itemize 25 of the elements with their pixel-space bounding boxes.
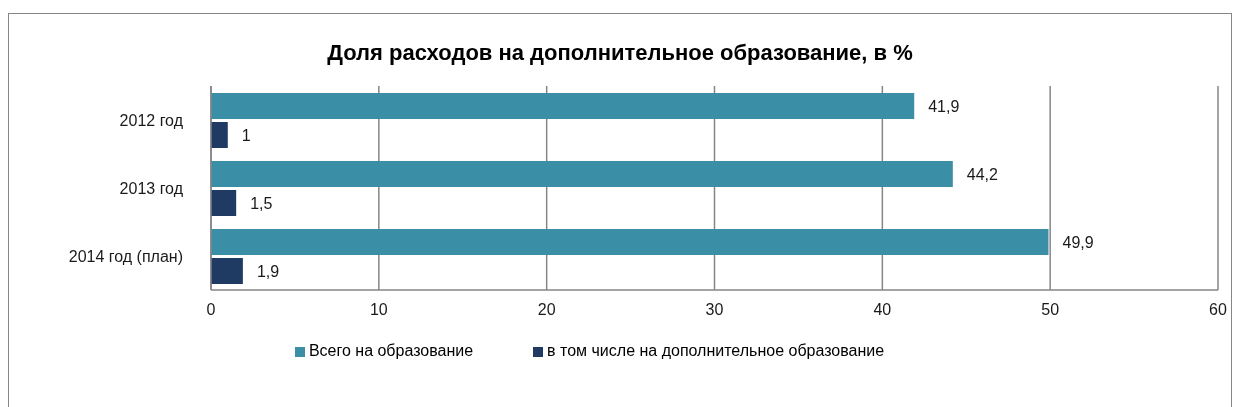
data-label: 49,9 [1062, 233, 1094, 251]
x-tick-label: 50 [1041, 301, 1060, 319]
y-tick-label: 2013 год [119, 179, 184, 197]
x-tick-label: 40 [873, 301, 892, 319]
bar [211, 229, 1049, 255]
bar [211, 93, 915, 119]
bar [211, 190, 237, 216]
y-tick-label: 2014 год (план) [68, 247, 183, 265]
data-label: 1,9 [256, 262, 280, 280]
data-label: 44,2 [966, 165, 999, 183]
x-tick-label: 30 [705, 301, 724, 319]
bar [211, 122, 228, 148]
x-tick-label: 0 [206, 301, 216, 319]
data-label: 1,5 [250, 194, 273, 212]
chart-title: Доля расходов на дополнительное образование, в % [326, 39, 914, 67]
legend-label: Всего на образование [308, 342, 474, 359]
x-tick-label: 20 [537, 301, 556, 319]
data-label: 1 [241, 126, 251, 144]
x-tick-label: 60 [1209, 301, 1227, 319]
data-label: 41,9 [928, 97, 960, 115]
legend-label: в том числе на дополнительное образование [547, 342, 885, 359]
bar [211, 258, 243, 284]
bar [211, 161, 953, 187]
y-tick-label: 2012 год [119, 111, 184, 129]
x-tick-label: 10 [369, 301, 388, 319]
